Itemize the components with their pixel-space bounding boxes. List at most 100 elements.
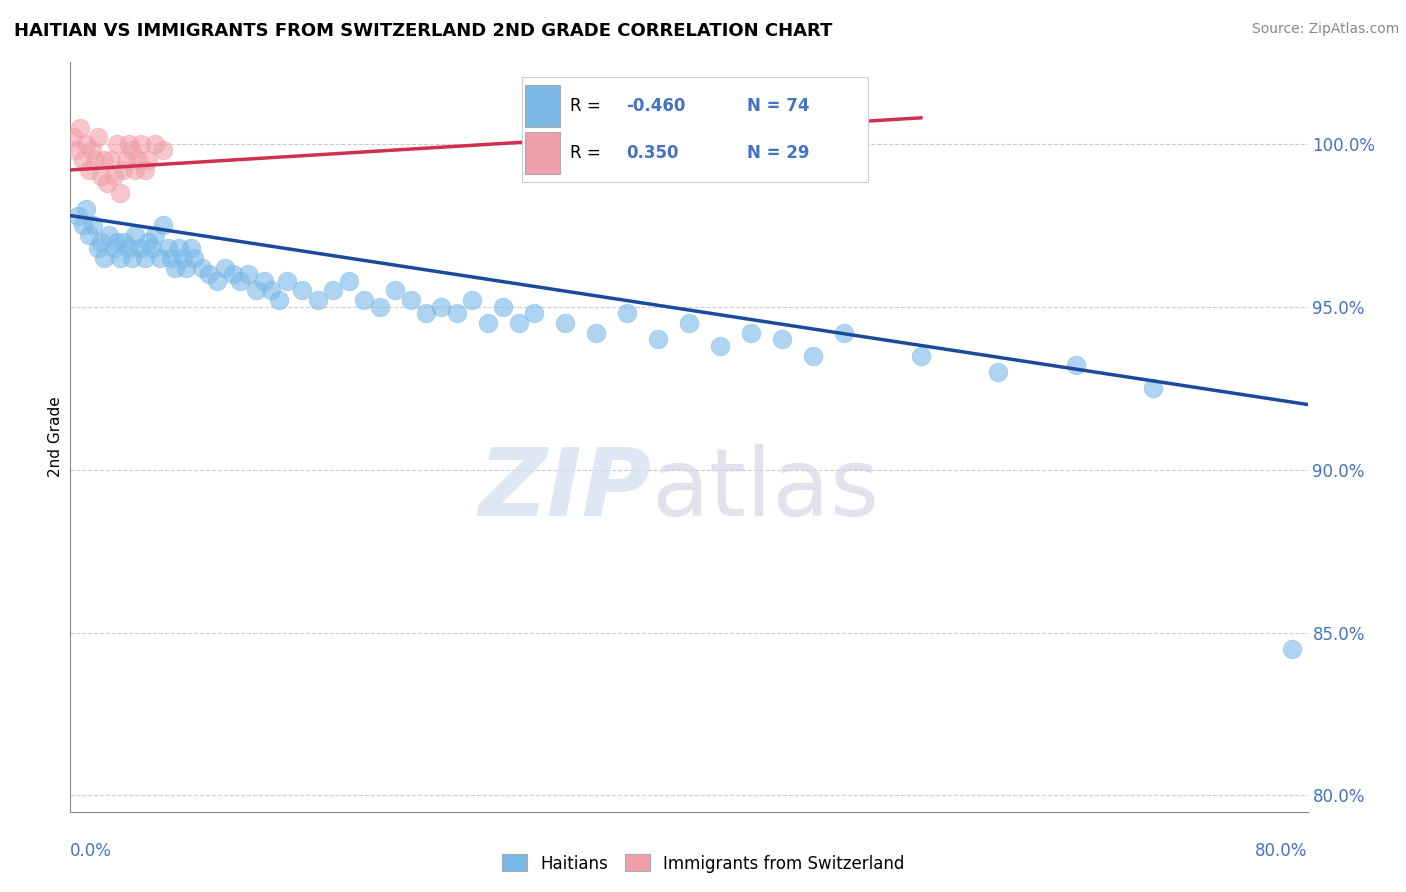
Point [260, 284, 283, 298]
Point [134, 251, 156, 265]
Point [90, 169, 112, 184]
Point [1281, 641, 1303, 656]
Point [207, 274, 229, 288]
Point [65, 144, 87, 158]
Point [103, 241, 125, 255]
Point [87, 241, 110, 255]
Point [134, 163, 156, 178]
Point [121, 251, 143, 265]
Point [174, 260, 197, 275]
Point [368, 300, 391, 314]
Point [108, 186, 131, 200]
Point [415, 306, 437, 320]
Point [69, 120, 91, 135]
Point [647, 332, 669, 346]
Point [987, 365, 1010, 379]
Point [80, 144, 103, 158]
Text: ZIP: ZIP [479, 443, 652, 535]
Point [111, 163, 134, 178]
Point [165, 260, 187, 275]
Point [183, 251, 205, 265]
Point [523, 306, 546, 320]
Point [75, 202, 97, 216]
Point [307, 293, 329, 308]
Point [477, 316, 499, 330]
Text: HAITIAN VS IMMIGRANTS FROM SWITZERLAND 2ND GRADE CORRELATION CHART: HAITIAN VS IMMIGRANTS FROM SWITZERLAND 2… [14, 22, 832, 40]
Point [229, 274, 252, 288]
Point [276, 274, 298, 288]
Point [191, 260, 214, 275]
Point [160, 251, 183, 265]
Point [108, 251, 131, 265]
Point [149, 251, 172, 265]
Point [127, 153, 149, 168]
Point [90, 235, 112, 249]
Point [118, 136, 141, 151]
Point [198, 267, 221, 281]
Point [136, 235, 159, 249]
Point [141, 241, 163, 255]
Point [245, 284, 267, 298]
Point [129, 241, 152, 255]
Point [585, 326, 607, 340]
Text: atlas: atlas [652, 443, 880, 535]
Text: Source: ZipAtlas.com: Source: ZipAtlas.com [1251, 22, 1399, 37]
Point [114, 235, 135, 249]
Point [121, 144, 143, 158]
Point [105, 136, 128, 151]
Point [1064, 359, 1087, 373]
Point [98, 228, 120, 243]
Point [267, 293, 291, 308]
Point [136, 153, 159, 168]
Point [100, 153, 122, 168]
Point [222, 267, 245, 281]
Point [508, 316, 530, 330]
Point [103, 169, 125, 184]
Point [156, 241, 179, 255]
Point [322, 284, 344, 298]
Point [145, 228, 166, 243]
Point [62, 130, 84, 145]
Point [461, 293, 484, 308]
Point [152, 144, 174, 158]
Point [180, 241, 202, 255]
Point [87, 130, 110, 145]
Point [77, 228, 100, 243]
Point [214, 260, 236, 275]
Point [72, 219, 94, 233]
Point [1142, 381, 1164, 395]
Point [337, 274, 360, 288]
Point [353, 293, 375, 308]
Point [124, 228, 146, 243]
Point [523, 144, 546, 158]
Point [770, 332, 793, 346]
Point [832, 104, 855, 119]
Point [253, 274, 276, 288]
Point [167, 241, 190, 255]
Point [93, 153, 115, 168]
Point [832, 326, 855, 340]
Point [115, 153, 138, 168]
Point [75, 136, 97, 151]
Point [492, 300, 515, 314]
Point [84, 153, 107, 168]
Point [910, 349, 932, 363]
Point [67, 209, 90, 223]
Point [124, 163, 146, 178]
Point [740, 326, 762, 340]
Point [72, 153, 94, 168]
Point [93, 251, 115, 265]
Point [238, 267, 260, 281]
Text: 80.0%: 80.0% [1256, 842, 1308, 860]
Point [554, 316, 576, 330]
Point [616, 306, 638, 320]
Point [152, 219, 174, 233]
Point [118, 241, 141, 255]
Point [131, 136, 153, 151]
Point [82, 219, 105, 233]
Point [172, 251, 194, 265]
Point [77, 163, 100, 178]
Point [96, 176, 118, 190]
Legend: Haitians, Immigrants from Switzerland: Haitians, Immigrants from Switzerland [495, 847, 911, 880]
Point [105, 235, 128, 249]
